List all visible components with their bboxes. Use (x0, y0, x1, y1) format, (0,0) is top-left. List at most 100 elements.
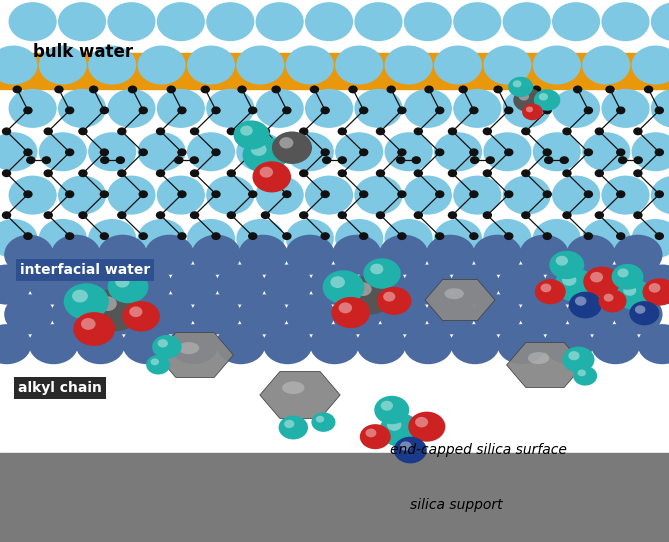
Circle shape (483, 170, 491, 177)
Circle shape (305, 2, 353, 41)
Circle shape (535, 279, 566, 304)
Circle shape (634, 157, 642, 164)
Text: end-capped silica surface: end-capped silica surface (390, 443, 567, 457)
Circle shape (100, 191, 108, 197)
Circle shape (577, 370, 586, 376)
Circle shape (145, 294, 194, 334)
Circle shape (403, 324, 453, 364)
Text: silica support: silica support (410, 498, 502, 512)
Circle shape (434, 219, 482, 258)
Circle shape (262, 212, 270, 218)
Circle shape (471, 157, 479, 164)
Circle shape (321, 149, 329, 156)
Circle shape (436, 191, 444, 197)
Circle shape (404, 2, 452, 41)
Circle shape (66, 233, 74, 240)
Circle shape (383, 292, 395, 301)
Circle shape (81, 318, 96, 330)
Circle shape (107, 2, 155, 41)
Circle shape (39, 132, 87, 171)
Circle shape (79, 212, 87, 218)
Circle shape (575, 296, 587, 306)
Circle shape (656, 149, 664, 156)
Circle shape (617, 233, 625, 240)
Circle shape (415, 417, 428, 428)
Circle shape (595, 212, 603, 218)
Circle shape (400, 441, 411, 451)
Circle shape (355, 282, 372, 296)
Circle shape (349, 86, 357, 93)
Circle shape (118, 212, 126, 218)
Circle shape (377, 287, 411, 315)
Circle shape (436, 149, 444, 156)
Circle shape (483, 212, 491, 218)
Text: interfacial water: interfacial water (20, 263, 151, 277)
Circle shape (212, 191, 220, 197)
Circle shape (158, 339, 168, 347)
Circle shape (335, 46, 383, 85)
Circle shape (563, 170, 571, 177)
Circle shape (512, 80, 522, 87)
Circle shape (603, 294, 613, 302)
Circle shape (504, 233, 512, 240)
Circle shape (387, 86, 395, 93)
Circle shape (651, 2, 669, 41)
Circle shape (360, 107, 368, 114)
Circle shape (190, 157, 198, 164)
Circle shape (138, 219, 186, 258)
Circle shape (212, 107, 220, 114)
Circle shape (98, 296, 117, 311)
Circle shape (139, 107, 147, 114)
Circle shape (497, 264, 547, 305)
Circle shape (152, 335, 181, 359)
Circle shape (249, 191, 257, 197)
Circle shape (414, 128, 422, 134)
Circle shape (403, 264, 453, 305)
Circle shape (122, 301, 160, 332)
Circle shape (453, 176, 501, 215)
Circle shape (398, 191, 406, 197)
Circle shape (569, 351, 579, 360)
Circle shape (549, 251, 584, 279)
Circle shape (256, 2, 304, 41)
Circle shape (355, 89, 403, 128)
Circle shape (3, 212, 11, 218)
Circle shape (385, 219, 433, 258)
Circle shape (387, 419, 401, 431)
Circle shape (585, 233, 593, 240)
Circle shape (585, 149, 593, 156)
Circle shape (66, 149, 74, 156)
Circle shape (169, 324, 219, 364)
Circle shape (377, 128, 385, 134)
Circle shape (206, 2, 254, 41)
Circle shape (9, 176, 57, 215)
Circle shape (216, 264, 266, 305)
Circle shape (321, 233, 329, 240)
Circle shape (300, 170, 308, 177)
Circle shape (285, 294, 334, 334)
Circle shape (9, 2, 57, 41)
Circle shape (24, 149, 32, 156)
Circle shape (191, 170, 199, 177)
Circle shape (381, 401, 393, 411)
Circle shape (645, 86, 653, 93)
Circle shape (365, 429, 377, 437)
Circle shape (522, 128, 530, 134)
Circle shape (151, 358, 159, 365)
Circle shape (9, 89, 57, 128)
Circle shape (494, 86, 502, 93)
Circle shape (533, 86, 541, 93)
Circle shape (146, 355, 170, 375)
Circle shape (178, 233, 186, 240)
Circle shape (145, 235, 194, 275)
Circle shape (502, 89, 551, 128)
Circle shape (58, 2, 106, 41)
Circle shape (316, 416, 324, 423)
Circle shape (656, 191, 664, 197)
Circle shape (583, 267, 620, 296)
Circle shape (108, 270, 149, 303)
Circle shape (591, 324, 640, 364)
Circle shape (470, 191, 478, 197)
Circle shape (651, 89, 669, 128)
Circle shape (29, 324, 78, 364)
